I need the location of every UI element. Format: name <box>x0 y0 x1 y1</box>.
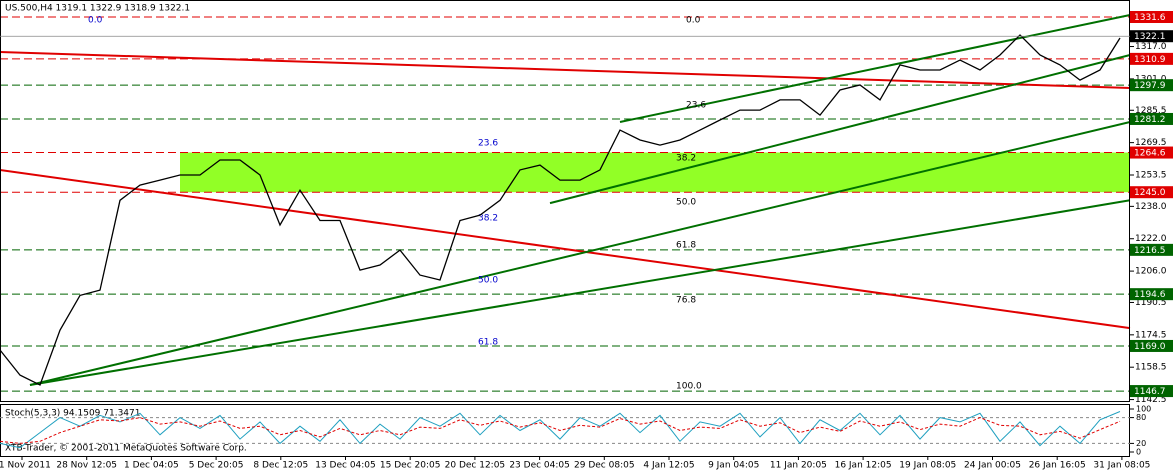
fib-label: 0.0 <box>88 16 103 26</box>
level-box <box>1130 112 1173 125</box>
x-tick-label: 26 Jan 16:05 <box>1029 461 1086 471</box>
trendline <box>549 54 1131 205</box>
level-label: 1216.5 <box>1134 246 1166 256</box>
y-tick-label: 1158.5 <box>1135 363 1167 373</box>
x-tick-label: 15 Dec 20:05 <box>380 461 441 471</box>
fib-label: 23.6 <box>478 139 498 149</box>
fib-label: 76.8 <box>676 296 696 306</box>
plot-area: 0.0 23.6 38.2 50.0 61.8 0.0 23.6 38.2 50.0 61.8 76… <box>0 13 1131 392</box>
fib-label: 61.8 <box>676 241 696 251</box>
level-box <box>1130 10 1173 23</box>
stoch-d <box>0 417 1121 444</box>
x-tick-label: 28 Nov 12:05 <box>56 461 117 471</box>
level-label: 1194.6 <box>1134 290 1166 300</box>
x-tick-label: 1 Dec 04:05 <box>124 461 179 471</box>
fib-label: 38.2 <box>478 214 498 224</box>
trendline <box>0 50 1131 90</box>
x-tick-label: 9 Jan 04:05 <box>708 461 759 471</box>
level-box <box>1130 288 1173 301</box>
stoch-tick-label: 100 <box>1136 405 1151 414</box>
y-tick-label: 1317.0 <box>1135 42 1167 52</box>
fib-label: 23.6 <box>686 101 706 111</box>
level-label: 1146.7 <box>1134 387 1166 397</box>
level-label: 1245.0 <box>1134 188 1166 198</box>
y-tick-label: 1253.5 <box>1135 171 1167 181</box>
stoch-frame <box>0 404 1130 457</box>
x-tick-label: 19 Jan 08:05 <box>899 461 956 471</box>
x-tick-label: 13 Dec 04:05 <box>315 461 376 471</box>
stoch-tick-label: 0 <box>1136 448 1141 457</box>
x-tick-label: 23 Dec 04:05 <box>509 461 570 471</box>
zone <box>180 152 1130 193</box>
stoch-title: Stoch(5,3,3) 94.1509 71.3471 <box>5 409 140 419</box>
y-tick-label: 1174.5 <box>1135 330 1167 340</box>
y-tick-label: 1142.5 <box>1135 395 1167 405</box>
last-price-label: 1322.1 <box>1134 32 1166 42</box>
level-label: 1310.9 <box>1134 55 1166 65</box>
level-box <box>1130 243 1173 256</box>
x-tick-label: 5 Dec 20:05 <box>189 461 244 471</box>
trendline <box>0 168 1131 330</box>
fib-label: 0.0 <box>686 16 701 26</box>
copyright: XTB-Trader, © 2001-2011 MetaQuotes Softw… <box>5 444 247 454</box>
stoch-tick-label: 20 <box>1136 439 1146 448</box>
x-tick-label: 20 Dec 12:05 <box>445 461 506 471</box>
level-label: 1169.0 <box>1134 342 1166 352</box>
fib-label: 50.0 <box>676 198 696 208</box>
fib-label: 61.8 <box>478 338 498 348</box>
fib-label: 100.0 <box>676 382 702 392</box>
fib-label: 38.2 <box>676 154 696 164</box>
y-tick-label: 1206.0 <box>1135 267 1167 277</box>
level-box <box>1130 52 1173 65</box>
level-label: 1331.6 <box>1134 13 1166 23</box>
level-box <box>1130 146 1173 159</box>
x-tick-label: 21 Nov 2011 <box>0 461 51 471</box>
x-tick-label: 8 Dec 12:05 <box>253 461 308 471</box>
last-price-box <box>1130 30 1173 43</box>
y-tick-label: 1269.5 <box>1135 138 1167 148</box>
y-tick-label: 1190.5 <box>1135 298 1167 308</box>
y-tick-label: 1222.0 <box>1135 234 1167 244</box>
x-tick-label: 31 Jan 08:05 <box>1093 461 1150 471</box>
level-label: 1281.2 <box>1134 115 1166 125</box>
level-box <box>1130 79 1173 92</box>
level-label: 1297.9 <box>1134 81 1166 91</box>
stoch-k <box>0 411 1121 449</box>
price-line <box>0 34 1121 386</box>
y-tick-label: 1285.5 <box>1135 106 1167 116</box>
chart-title: US.500,H4 1319.1 1322.9 1318.9 1322.1 <box>5 4 190 14</box>
fib-label: 50.0 <box>478 276 498 286</box>
level-label: 1264.6 <box>1134 149 1166 159</box>
x-tick-label: 11 Jan 20:05 <box>770 461 827 471</box>
trendline <box>29 199 1131 386</box>
x-tick-label: 29 Dec 08:05 <box>574 461 635 471</box>
x-tick-label: 16 Jan 12:05 <box>835 461 892 471</box>
x-tick-label: 4 Jan 12:05 <box>643 461 694 471</box>
level-box <box>1130 385 1173 398</box>
level-box <box>1130 339 1173 352</box>
y-tick-label: 1238.0 <box>1135 202 1167 212</box>
stoch-tick-label: 80 <box>1136 413 1146 422</box>
trendline <box>619 13 1131 123</box>
level-box <box>1130 186 1173 199</box>
main-frame <box>0 0 1130 402</box>
x-tick-label: 24 Jan 00:05 <box>964 461 1021 471</box>
trendline <box>29 121 1131 386</box>
